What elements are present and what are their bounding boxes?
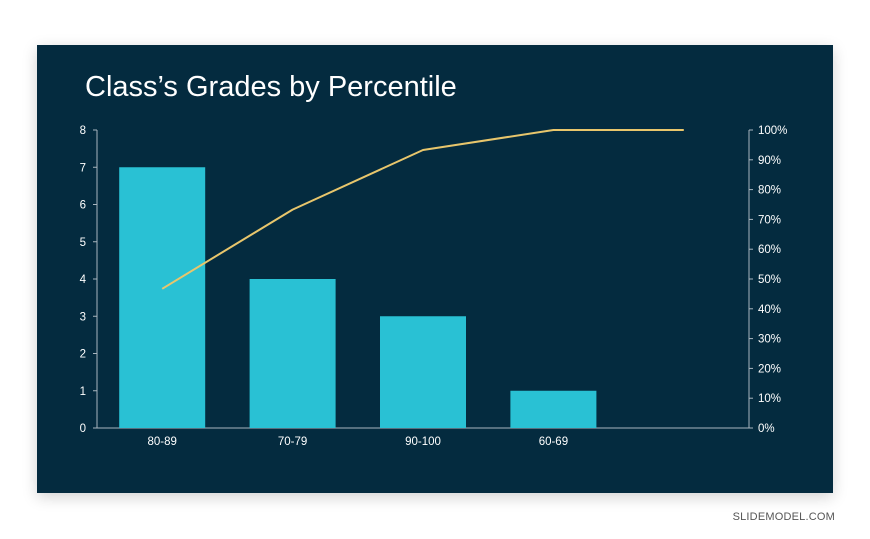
y-right-tick-label: 10% bbox=[758, 393, 781, 405]
x-tick-label: 70-79 bbox=[278, 436, 307, 448]
y-right-tick-label: 0% bbox=[758, 423, 775, 435]
y-left-tick-label: 2 bbox=[80, 349, 86, 361]
y-right-tick-label: 70% bbox=[758, 214, 781, 226]
chart-title: Class’s Grades by Percentile bbox=[85, 71, 457, 103]
bar bbox=[510, 390, 597, 428]
y-right-tick-label: 40% bbox=[758, 304, 781, 316]
y-left-tick-label: 3 bbox=[80, 311, 86, 323]
y-right-tick-label: 90% bbox=[758, 155, 781, 167]
y-right-tick-label: 50% bbox=[758, 274, 781, 286]
y-right-tick-label: 20% bbox=[758, 363, 781, 375]
y-right-tick-label: 80% bbox=[758, 185, 781, 197]
y-left-tick-label: 4 bbox=[80, 274, 87, 286]
y-left-tick-label: 7 bbox=[80, 162, 86, 174]
y-right-tick-label: 100% bbox=[758, 125, 787, 137]
y-right-tick-label: 30% bbox=[758, 334, 781, 346]
y-left-tick-label: 0 bbox=[80, 423, 86, 435]
y-left-tick-label: 1 bbox=[80, 386, 86, 398]
x-tick-label: 80-89 bbox=[147, 436, 176, 448]
bar bbox=[380, 316, 466, 428]
y-left-tick-label: 6 bbox=[80, 200, 86, 212]
pareto-chart: 0123456780%10%20%30%40%50%60%70%80%90%10… bbox=[80, 125, 788, 448]
watermark-text: SLIDEMODEL.COM bbox=[732, 511, 835, 523]
x-tick-label: 90-100 bbox=[405, 436, 441, 448]
bar bbox=[119, 167, 206, 428]
cumulative-line bbox=[161, 129, 684, 290]
slide-panel: Class’s Grades by Percentile 0 1 2 3 4 5 6 7 8 0%… bbox=[37, 45, 833, 493]
y-left-tick-label: 5 bbox=[80, 237, 86, 249]
bar bbox=[249, 279, 336, 428]
y-left-tick-label: 8 bbox=[80, 125, 86, 137]
x-tick-label: 60-69 bbox=[539, 436, 568, 448]
y-right-tick-label: 60% bbox=[758, 244, 781, 256]
